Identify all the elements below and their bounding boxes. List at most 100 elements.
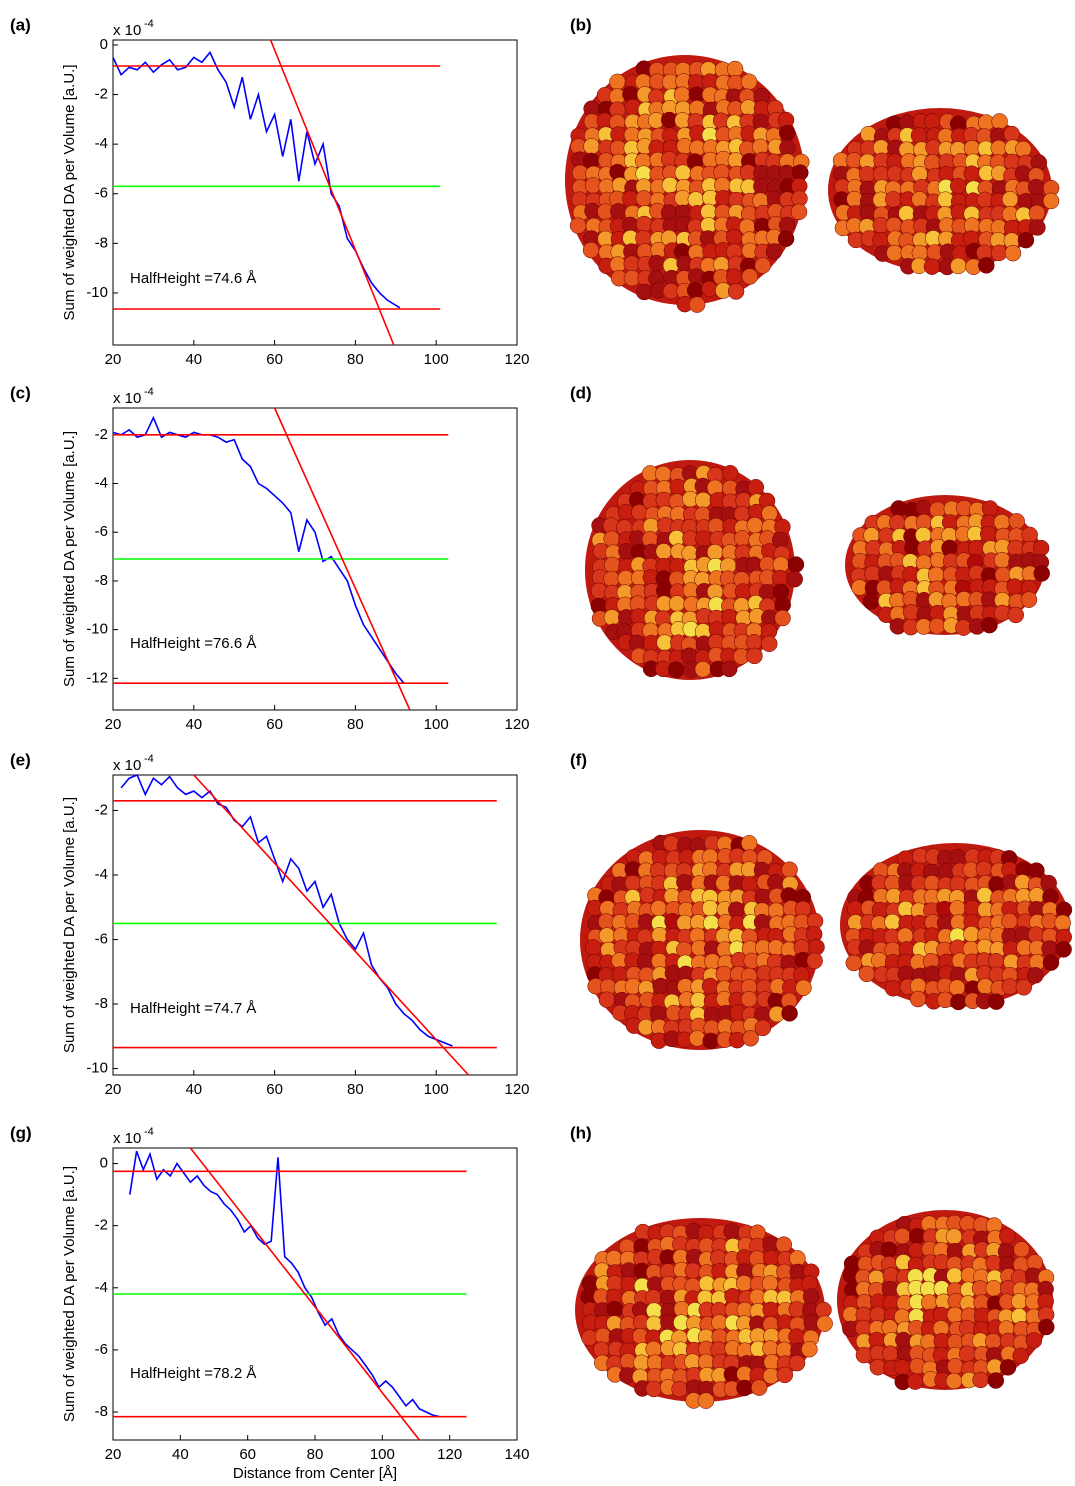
- atom: [569, 217, 587, 234]
- atom: [985, 1254, 1002, 1272]
- atom: [881, 1345, 899, 1362]
- y-scale: x 10: [113, 390, 141, 407]
- y-tick-label: -4: [95, 866, 108, 883]
- x-tick-label: 100: [424, 1081, 449, 1098]
- plot-area: [112, 39, 518, 346]
- atom: [991, 113, 1008, 130]
- atom: [651, 926, 668, 944]
- atom: [635, 215, 653, 233]
- atom: [910, 127, 928, 144]
- atom: [1015, 979, 1033, 996]
- x-tick-label: 100: [424, 716, 449, 733]
- annotation: HalfHeight =74.6 Å: [130, 270, 256, 287]
- atom: [864, 565, 881, 582]
- x-tick-label: 20: [105, 1081, 122, 1098]
- atom: [1020, 591, 1038, 608]
- x-tick-label: 60: [266, 351, 283, 368]
- atom: [1028, 862, 1045, 879]
- atom: [894, 1227, 911, 1245]
- atom: [734, 529, 751, 547]
- atom: [786, 570, 803, 588]
- x-tick-label: 40: [185, 351, 202, 368]
- atom: [923, 113, 941, 130]
- atom: [761, 635, 778, 653]
- atom: [603, 570, 620, 588]
- y-tick-label: -2: [95, 801, 108, 818]
- y-scale: x 10: [113, 757, 141, 774]
- y-tick-label: -12: [86, 669, 108, 686]
- atom: [720, 660, 738, 678]
- atom: [605, 1250, 623, 1267]
- atom: [915, 500, 932, 517]
- x-axis-label: Distance from Center [Å]: [233, 1465, 397, 1482]
- y-scale-exponent: -4: [144, 1126, 154, 1138]
- atom: [1004, 244, 1022, 262]
- atom: [740, 835, 758, 852]
- data-line: [269, 39, 395, 346]
- atom: [668, 661, 685, 678]
- atom: [681, 544, 698, 562]
- atom: [733, 505, 751, 523]
- atom: [645, 1380, 663, 1398]
- atom: [906, 1373, 924, 1390]
- atom: [949, 900, 966, 917]
- y-axis-label: Sum of weighted DA per Volume [a.U.]: [61, 797, 78, 1053]
- x-tick-label: 20: [105, 716, 122, 733]
- atom: [884, 980, 902, 997]
- atom: [781, 1005, 798, 1022]
- plot-area: [112, 774, 518, 1076]
- atom: [985, 1280, 1002, 1297]
- atom: [702, 1032, 720, 1050]
- atom: [1028, 204, 1046, 222]
- atom: [999, 1227, 1016, 1245]
- atom: [734, 583, 752, 600]
- y-tick-label: -8: [95, 995, 108, 1012]
- panel-label: (g): [10, 1123, 32, 1142]
- atom: [911, 191, 928, 208]
- x-tick-label: 120: [437, 1446, 462, 1463]
- atom: [980, 525, 997, 543]
- y-tick-label: -10: [86, 284, 108, 301]
- atom: [855, 1346, 873, 1364]
- atom: [869, 1306, 887, 1323]
- atom: [1006, 578, 1024, 595]
- atom: [1040, 874, 1057, 892]
- x-tick-label: 40: [185, 1081, 202, 1098]
- y-tick-label: -2: [95, 1217, 108, 1234]
- x-tick-label: 20: [105, 351, 122, 368]
- atom: [963, 165, 980, 183]
- atom: [765, 243, 783, 260]
- atom: [999, 1359, 1017, 1376]
- y-tick-label: -2: [95, 86, 108, 103]
- y-tick-label: 0: [100, 36, 108, 53]
- atom: [909, 990, 927, 1008]
- atom: [645, 1315, 663, 1333]
- atom: [777, 230, 795, 247]
- atom: [676, 873, 693, 891]
- atom: [1027, 178, 1045, 196]
- atom: [706, 543, 724, 561]
- y-scale-exponent: -4: [144, 753, 154, 765]
- atom: [950, 257, 967, 275]
- atom: [950, 993, 967, 1011]
- atom: [896, 927, 914, 945]
- atom: [946, 1267, 963, 1284]
- x-tick-label: 40: [172, 1446, 189, 1463]
- atom: [788, 1354, 806, 1372]
- atom: [870, 952, 888, 969]
- annotation: HalfHeight =78.2 Å: [130, 1365, 256, 1382]
- atom: [624, 874, 642, 892]
- data-line: [189, 1147, 421, 1441]
- atom: [845, 954, 863, 972]
- data-line: [193, 774, 470, 1076]
- atom: [790, 203, 808, 221]
- y-tick-label: 0: [100, 1155, 108, 1172]
- atom: [746, 517, 764, 534]
- atom: [795, 979, 812, 997]
- atom: [893, 1359, 911, 1376]
- atom: [816, 1315, 833, 1332]
- annotation: HalfHeight =74.7 Å: [130, 1000, 256, 1017]
- atom: [1029, 219, 1046, 236]
- atom: [967, 539, 985, 557]
- atom: [801, 1340, 818, 1358]
